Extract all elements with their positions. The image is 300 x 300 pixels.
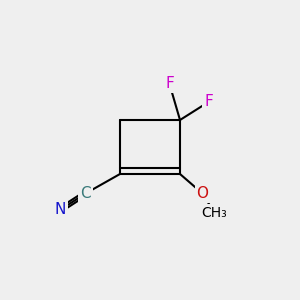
Text: CH₃: CH₃ bbox=[202, 206, 227, 220]
Text: N: N bbox=[54, 202, 66, 217]
Text: C: C bbox=[80, 186, 91, 201]
Text: O: O bbox=[196, 186, 208, 201]
Text: F: F bbox=[204, 94, 213, 110]
Text: F: F bbox=[165, 76, 174, 92]
